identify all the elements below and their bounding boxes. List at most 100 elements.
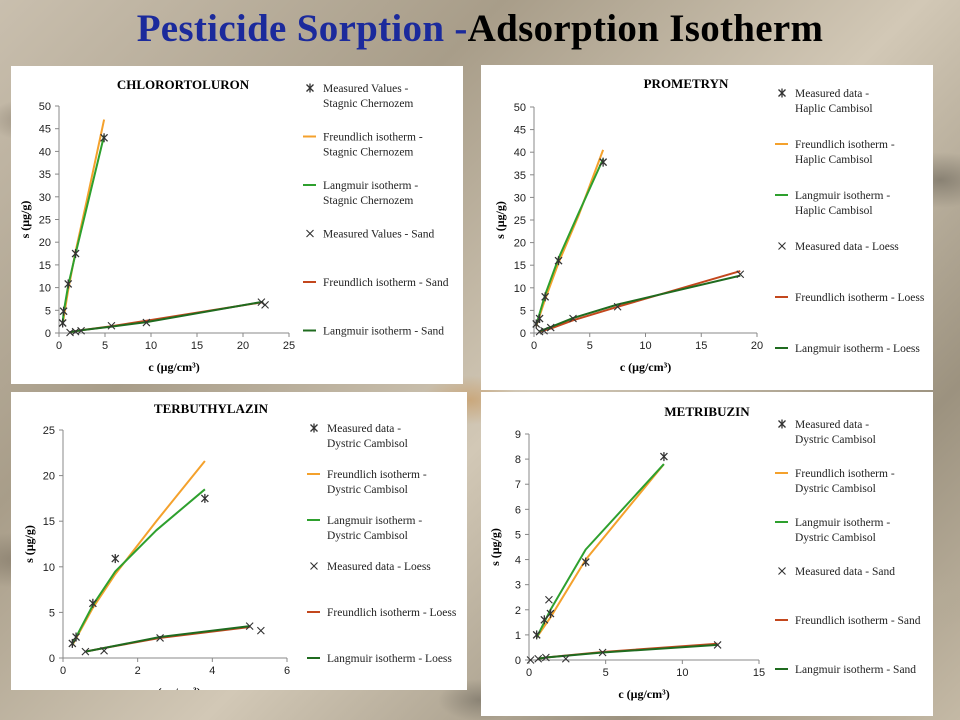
- chart-chlorortoluron-y-tick-label: 5: [45, 305, 51, 317]
- chart-metribuzin-legend-item-2: Freundlich isotherm -Dystric Cambisol: [775, 468, 895, 495]
- chart-metribuzin-legend-label-4: Measured data - Sand: [795, 566, 895, 578]
- chart-metribuzin-series-4-point: [561, 654, 570, 663]
- chart-prometryn-x-tick-label: 5: [587, 340, 593, 352]
- chart-chlorortoluron-legend-label-5: Freundlich isotherm - Sand: [323, 277, 449, 289]
- chart-terbuthylazin-y-tick-label: 10: [43, 562, 55, 574]
- chart-metribuzin-y-tick-label: 1: [515, 630, 521, 642]
- chart-metribuzin-series-line-6: [538, 643, 718, 660]
- chart-prometryn-y-tick-label: 40: [514, 147, 526, 159]
- chart-terbuthylazin-series-4-point: [156, 634, 164, 642]
- chart-chlorortoluron-y-tick-label: 30: [39, 192, 51, 204]
- chart-chlorortoluron-legend-symbol-4: [306, 229, 314, 238]
- chart-metribuzin-x-tick-label: 15: [753, 667, 765, 679]
- chart-metribuzin-series-4-point: [545, 595, 553, 604]
- chart-prometryn-series-line-5: [539, 270, 741, 333]
- chart-chlorortoluron-title: CHLORORTOLURON: [117, 77, 250, 92]
- chart-terbuthylazin-legend-item-1: Measured data -Dystric Cambisol: [310, 423, 408, 450]
- chart-terbuthylazin-series-line-2: [71, 460, 206, 646]
- chart-chlorortoluron-x-tick-label: 5: [102, 340, 108, 352]
- chart-prometryn-y-tick-label: 30: [514, 192, 526, 204]
- chart-chlorortoluron-series-1-point: [71, 249, 80, 259]
- chart-chlorortoluron-legend-item-6: Langmuir isotherm - Sand: [303, 326, 444, 338]
- chart-prometryn-legend-item-3: Langmuir isotherm -Haplic Cambisol: [775, 190, 890, 217]
- chart-metribuzin-y-axis-label: s (μg/g): [488, 528, 502, 566]
- chart-terbuthylazin-y-tick-label: 5: [49, 607, 55, 619]
- chart-prometryn-legend-item-5: Freundlich isotherm - Loess: [775, 292, 925, 304]
- chart-chlorortoluron-y-tick-label: 50: [39, 101, 51, 113]
- chart-prometryn-legend-item-6: Langmuir isotherm - Loess: [775, 343, 920, 355]
- chart-metribuzin-y-tick-label: 4: [515, 555, 521, 567]
- chart-terbuthylazin-legend-item-3: Langmuir isotherm -Dystric Cambisol: [307, 515, 422, 542]
- chart-metribuzin-series-line-3: [535, 463, 665, 638]
- chart-terbuthylazin-x-tick-label: 0: [60, 665, 66, 677]
- chart-terbuthylazin-legend-item-6: Langmuir isotherm - Loess: [307, 653, 452, 665]
- chart-metribuzin-series-4-point: [526, 656, 535, 664]
- chart-metribuzin-x-tick-label: 0: [526, 667, 532, 679]
- chart-panel-terbuthylazin: TERBUTHYLAZIN 0 5 10 15 20 25 0 2 4 6 c (μg/cm³) s (…: [11, 392, 467, 690]
- chart-terbuthylazin-legend-symbol-1: [310, 423, 318, 433]
- chart-prometryn-legend-item-4: Measured data - Loess: [778, 241, 899, 253]
- chart-prometryn-title: PROMETRYN: [644, 76, 729, 91]
- chart-metribuzin-legend-symbol-4: [778, 567, 786, 575]
- chart-metribuzin-series-4-point: [713, 641, 722, 649]
- chart-chlorortoluron-x-axis-label: c (μg/cm³): [148, 360, 199, 374]
- chart-terbuthylazin-series-4-point: [100, 646, 108, 655]
- chart-terbuthylazin-series-4-point: [256, 626, 265, 635]
- chart-chlorortoluron-y-tick-label: 45: [39, 124, 51, 136]
- slide-title: Pesticide Sorption -Adsorption Isotherm: [0, 6, 960, 51]
- chart-metribuzin-series-1-point: [581, 557, 590, 567]
- chart-terbuthylazin-legend-label-2: Freundlich isotherm -Dystric Cambisol: [327, 469, 427, 496]
- chart-terbuthylazin-legend-item-5: Freundlich isotherm - Loess: [307, 607, 457, 619]
- chart-metribuzin-legend-label-3: Langmuir isotherm -Dystric Cambisol: [795, 517, 890, 544]
- chart-prometryn-y-tick-label: 35: [514, 170, 526, 182]
- chart-chlorortoluron-x-tick-label: 25: [283, 340, 295, 352]
- chart-prometryn-series-line-3: [535, 158, 605, 326]
- chart-metribuzin-series-4-point: [598, 648, 607, 657]
- chart-chlorortoluron-legend-item-5: Freundlich isotherm - Sand: [303, 277, 449, 289]
- chart-prometryn-series-1-point: [541, 292, 550, 302]
- chart-panel-chlorortoluron: CHLORORTOLURON 0 5 10 15 20 25 30 35 40 45 50 0 5 10 15…: [11, 66, 463, 384]
- chart-metribuzin-x-tick-label: 5: [603, 667, 609, 679]
- chart-chlorortoluron-legend-label-3: Langmuir isotherm -Stagnic Chernozem: [323, 180, 418, 207]
- chart-prometryn-legend-label-6: Langmuir isotherm - Loess: [795, 343, 920, 355]
- chart-chlorortoluron-y-tick-label: 25: [39, 215, 51, 227]
- chart-chlorortoluron: CHLORORTOLURON 0 5 10 15 20 25 30 35 40 45 50 0 5 10 15…: [18, 77, 449, 374]
- chart-chlorortoluron-legend-item-3: Langmuir isotherm -Stagnic Chernozem: [303, 180, 418, 207]
- chart-chlorortoluron-y-tick-label: 10: [39, 283, 51, 295]
- chart-chlorortoluron-legend-item-2: Freundlich isotherm -Stagnic Chernozem: [303, 132, 423, 159]
- chart-terbuthylazin-x-tick-label: 4: [209, 665, 215, 677]
- chart-metribuzin-series-1-point: [546, 609, 555, 619]
- chart-chlorortoluron-legend-label-2: Freundlich isotherm -Stagnic Chernozem: [323, 132, 423, 159]
- chart-prometryn-series-4-point: [736, 270, 745, 279]
- chart-terbuthylazin-series-line-6: [85, 625, 250, 653]
- chart-metribuzin-series-4-point: [541, 653, 550, 662]
- chart-chlorortoluron-y-tick-label: 20: [39, 237, 51, 249]
- chart-metribuzin-y-tick-label: 5: [515, 529, 521, 541]
- chart-prometryn-y-tick-label: 15: [514, 260, 526, 272]
- chart-terbuthylazin-series-4-point: [245, 622, 254, 630]
- chart-metribuzin: METRIBUZIN 0 1 2 3 4 5 6 7 8 9 0 5 10 15 c (μg/cm³) s (μ…: [488, 404, 921, 701]
- chart-terbuthylazin-series-line-3: [71, 488, 206, 645]
- chart-chlorortoluron-x-tick-label: 15: [191, 340, 203, 352]
- chart-metribuzin-series-line-2: [535, 463, 665, 638]
- chart-chlorortoluron-legend-item-1: Measured Values -Stagnic Chernozem: [306, 83, 413, 110]
- chart-prometryn-y-tick-label: 25: [514, 215, 526, 227]
- chart-prometryn-x-axis-label: c (μg/cm³): [620, 360, 671, 374]
- chart-terbuthylazin-series-1-point: [72, 632, 81, 642]
- chart-metribuzin-y-tick-label: 0: [515, 655, 521, 667]
- chart-terbuthylazin-series-line-5: [85, 626, 250, 653]
- chart-chlorortoluron-series-line-6: [69, 300, 264, 334]
- chart-chlorortoluron-series-1-point: [100, 133, 109, 143]
- chart-prometryn-legend-label-1: Measured data -Haplic Cambisol: [795, 88, 873, 115]
- chart-prometryn-x-tick-label: 0: [531, 340, 537, 352]
- chart-metribuzin-legend-label-5: Freundlich isotherm - Sand: [795, 615, 921, 627]
- chart-chlorortoluron-legend-label-4: Measured Values - Sand: [323, 229, 434, 241]
- chart-terbuthylazin-title: TERBUTHYLAZIN: [154, 401, 269, 416]
- chart-metribuzin-x-axis-label: c (μg/cm³): [618, 687, 669, 701]
- chart-prometryn-legend-item-1: Measured data -Haplic Cambisol: [778, 88, 873, 115]
- chart-chlorortoluron-y-axis-label: s (μg/g): [18, 201, 32, 239]
- chart-terbuthylazin-x-tick-label: 2: [135, 665, 141, 677]
- chart-prometryn-series-1-point: [535, 314, 544, 324]
- chart-chlorortoluron-series-1-point: [59, 306, 68, 316]
- chart-chlorortoluron-series-line-3: [61, 135, 106, 324]
